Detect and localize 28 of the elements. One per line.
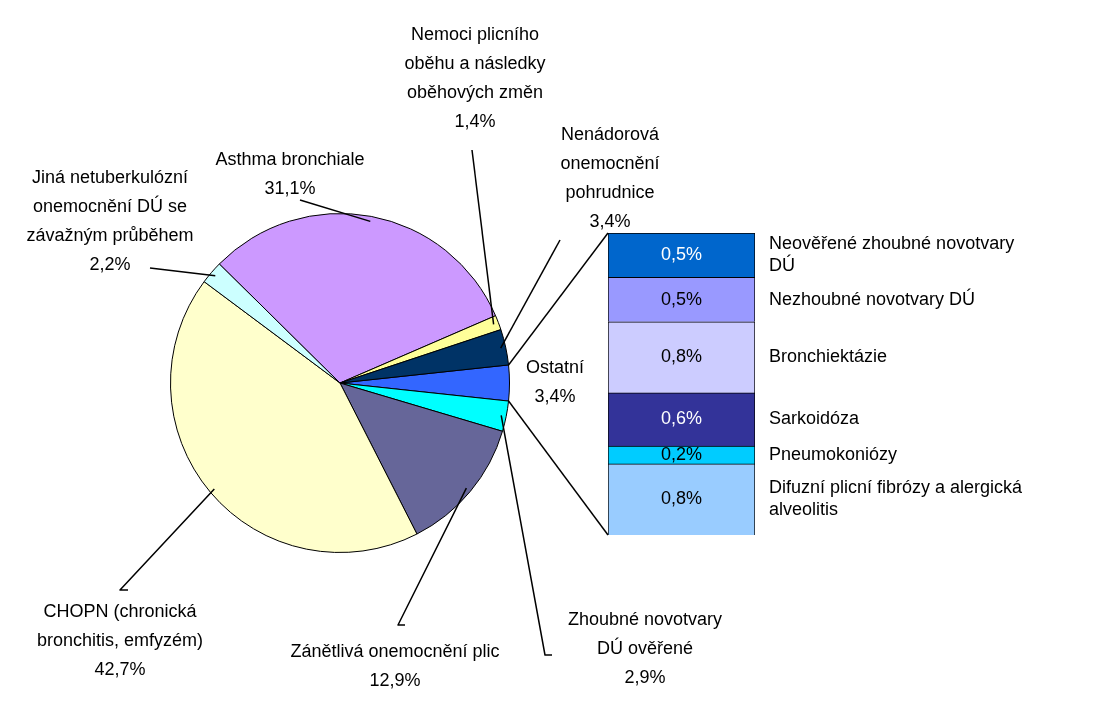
series-label: Pneumokoniózy — [769, 444, 898, 465]
data-label: 3,4% — [589, 210, 631, 231]
data-label: 0,2% — [660, 444, 703, 465]
data-label: 0,6% — [660, 408, 703, 429]
slice-label: Ostatní — [525, 356, 585, 377]
data-label: 2,9% — [624, 666, 666, 687]
slice-label: Nemoci plicního oběhu a následky oběhových změn — [404, 23, 546, 102]
data-label: 3,4% — [534, 385, 576, 406]
series-label: Neověřené zhoubné novotvary DÚ — [769, 233, 1015, 276]
data-label: 12,9% — [369, 669, 421, 690]
slice-label: CHOPN (chronická bronchitis, emfyzém) — [36, 600, 204, 650]
series-label: Sarkoidóza — [769, 408, 861, 429]
series-label: Nezhoubné novotvary DÚ — [769, 287, 976, 309]
data-label: 2,2% — [89, 253, 131, 274]
slice-label: Asthma bronchiale — [215, 148, 365, 169]
data-label: 0,8% — [660, 488, 703, 509]
series-label: Bronchiektázie — [769, 346, 888, 367]
slice-label: Jiná netuberkulózní onemocnění DÚ se závažným průběhem — [26, 166, 194, 245]
slice-label: Zhoubné novotvary DÚ ověřené — [567, 608, 723, 658]
series-label: Difuzní plicní fibrózy a alergická alveolitis — [769, 477, 1024, 520]
data-label: 0,5% — [660, 288, 703, 309]
data-label: 31,1% — [264, 177, 316, 198]
data-label: 1,4% — [454, 110, 496, 131]
data-label: 0,8% — [660, 346, 703, 367]
slice-label: Nenádorová onemocnění pohrudnice — [560, 123, 661, 202]
data-label: 42,7% — [94, 658, 146, 679]
slice-label: Zánětlivá onemocnění plic — [290, 640, 500, 661]
data-label: 0,5% — [660, 244, 703, 265]
